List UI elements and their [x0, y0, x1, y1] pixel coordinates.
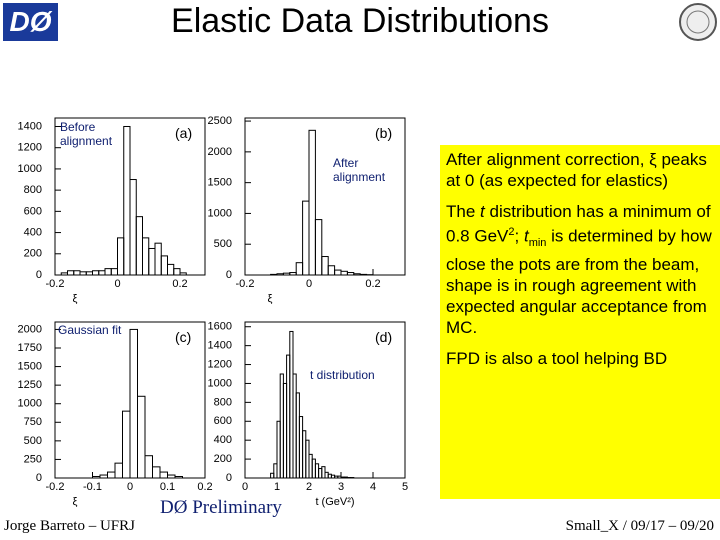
x-tick-label: -0.2 — [46, 481, 65, 493]
plot-frame — [244, 117, 406, 276]
author: Jorge Barreto – UFRJ — [4, 518, 135, 534]
text: is determined by how close the pots are … — [446, 226, 712, 338]
y-tick-label: 400 — [24, 226, 42, 238]
annotation: (b) — [375, 125, 393, 141]
y-tick-label: 800 — [24, 184, 42, 196]
x-tick-label: -0.2 — [236, 278, 255, 290]
slide-title: Elastic Data Distributions — [171, 2, 549, 40]
histogram-bar — [314, 219, 323, 276]
text: ; — [514, 226, 524, 246]
y-tick-label: 2000 — [18, 323, 42, 335]
y-tick-label: 1400 — [208, 340, 232, 352]
x-tick-label: 4 — [370, 481, 376, 493]
annotation: (d) — [375, 329, 393, 345]
histogram-bar — [270, 273, 278, 276]
x-tick-label: 0.2 — [365, 278, 380, 290]
x-tick-label: 0 — [127, 481, 133, 493]
y-tick-label: 1200 — [208, 358, 232, 370]
y-tick-label: 0 — [36, 472, 42, 484]
histogram-bar — [137, 395, 146, 479]
y-tick-label: 600 — [24, 205, 42, 217]
y-tick-label: 1000 — [18, 398, 42, 410]
x-tick-label: 0 — [242, 481, 248, 493]
text: t — [523, 226, 529, 246]
annotation: After alignment — [333, 156, 386, 184]
meeting: Small_X / 09/17 – 09/20 — [565, 518, 714, 534]
annotation: Gaussian fit — [58, 323, 122, 337]
y-tick-label: 1500 — [18, 360, 42, 372]
x-tick-label: -0.1 — [83, 481, 102, 493]
annotation: Before alignment — [60, 120, 113, 148]
notes-box: After alignment correction, ξ peaks at 0… — [440, 145, 720, 499]
y-tick-label: 250 — [24, 453, 42, 465]
note: FPD is also a tool helping BD — [446, 349, 668, 369]
y-tick-label: 200 — [24, 248, 42, 260]
annotation: t distribution — [310, 368, 375, 382]
y-tick-label: 1750 — [18, 342, 42, 354]
y-tick-label: 800 — [214, 396, 232, 408]
annotation: (c) — [175, 329, 192, 345]
y-tick-label: 600 — [214, 415, 232, 427]
histogram-bar — [308, 129, 316, 276]
stamp: DØ Preliminary — [160, 497, 282, 518]
x-tick-label: 0 — [306, 278, 312, 290]
note: The t distribution has a minimum of 0.8 … — [446, 201, 716, 338]
y-tick-label: 750 — [24, 416, 42, 428]
x-tick-label: 3 — [338, 481, 344, 493]
y-tick-label: 1000 — [208, 377, 232, 389]
histogram-bar — [173, 268, 181, 276]
y-tick-label: 200 — [214, 453, 232, 465]
y-tick-label: 1250 — [18, 379, 42, 391]
x-tick-label: 0.1 — [160, 481, 175, 493]
y-tick-label: 400 — [214, 434, 232, 446]
x-axis-label: ξ — [268, 293, 273, 305]
seal — [679, 3, 717, 41]
x-axis-label: t (GeV²) — [315, 496, 354, 508]
y-tick-label: 1400 — [18, 120, 42, 132]
y-tick-label: 1200 — [18, 142, 42, 154]
y-tick-label: 2000 — [208, 146, 232, 158]
x-tick-label: 0.2 — [197, 481, 212, 493]
text: t — [480, 202, 485, 221]
y-tick-label: 0 — [226, 269, 232, 281]
annotation: (a) — [175, 125, 193, 141]
x-axis-label: ξ — [73, 293, 78, 305]
y-tick-label: 1000 — [18, 163, 42, 175]
histogram-bar — [179, 272, 187, 276]
y-tick-label: 1600 — [208, 321, 232, 333]
text: min — [528, 237, 547, 250]
note: After alignment correction, ξ peaks at 0… — [446, 150, 707, 190]
x-axis-label: ξ — [73, 496, 78, 508]
y-tick-label: 500 — [24, 435, 42, 447]
x-tick-label: -0.2 — [46, 278, 65, 290]
histogram-bar — [174, 476, 183, 479]
x-tick-label: 2 — [306, 481, 312, 493]
x-tick-label: 0 — [114, 278, 120, 290]
x-tick-label: 1 — [274, 481, 280, 493]
y-tick-label: 0 — [226, 472, 232, 484]
y-tick-label: 1500 — [208, 177, 232, 189]
y-tick-label: 500 — [214, 238, 232, 250]
text: distribution has a minimum of 0.8 GeV — [446, 202, 711, 246]
y-tick-label: 2500 — [208, 115, 232, 127]
histogram-bar — [359, 273, 368, 276]
text: The — [446, 202, 481, 221]
text: 2 — [508, 226, 515, 238]
x-tick-label: 5 — [402, 481, 408, 493]
logo: DØ — [3, 3, 58, 41]
y-tick-label: 0 — [36, 269, 42, 281]
y-tick-label: 1000 — [208, 207, 232, 219]
plot-frame — [244, 321, 406, 479]
x-tick-label: 0.2 — [172, 278, 187, 290]
